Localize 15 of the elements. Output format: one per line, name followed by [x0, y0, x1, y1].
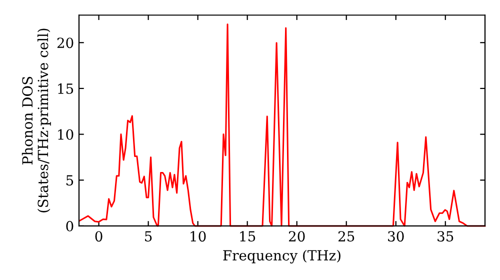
x-tick-label: 20 — [288, 231, 305, 242]
x-tick-label: 15 — [240, 231, 256, 242]
x-tick-label: 30 — [388, 231, 404, 242]
x-tick-label: 0 — [95, 231, 102, 242]
y-tick-label: 5 — [66, 175, 74, 186]
x-tick-label: 10 — [190, 231, 206, 242]
x-tick-label: 35 — [438, 231, 454, 242]
x-tick-label: 5 — [145, 231, 152, 242]
y-tick-label: 20 — [57, 38, 74, 48]
x-tick-label: 25 — [338, 231, 354, 242]
y-axis-title: Phonon DOS (States/THz·primitive cell) — [22, 28, 51, 212]
y-tick-label: 10 — [58, 129, 74, 140]
x-axis-title: Frequency (THz) — [223, 250, 340, 264]
y-tick-label: 15 — [58, 83, 74, 94]
y-tick-label: 0 — [66, 220, 74, 232]
